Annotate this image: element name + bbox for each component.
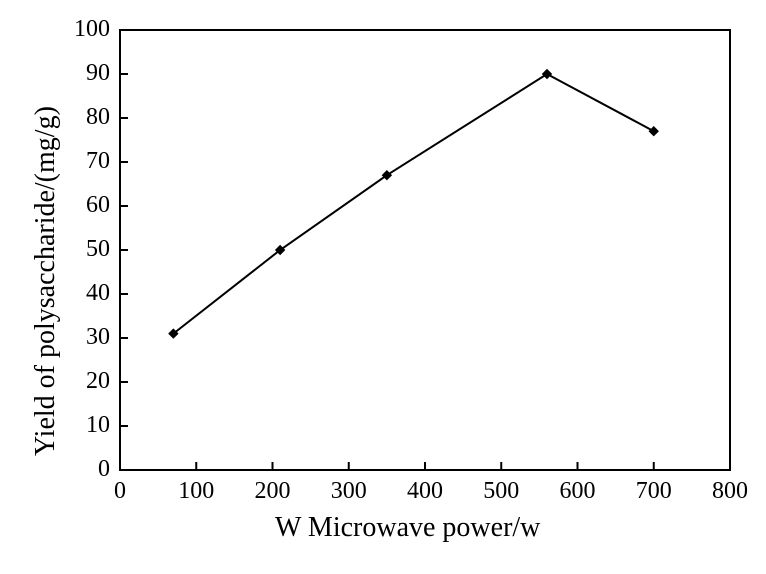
y-tick-label: 10 (86, 412, 110, 439)
x-tick-label: 700 (634, 478, 674, 505)
x-tick-label: 500 (481, 478, 521, 505)
y-tick-label: 60 (86, 192, 110, 219)
y-tick-label: 90 (86, 60, 110, 87)
x-tick-label: 200 (253, 478, 293, 505)
chart-container: Yield of polysaccharide/(mg/g) W Microwa… (0, 0, 766, 574)
y-axis-label: Yield of polysaccharide/(mg/g) (30, 106, 62, 456)
x-tick-label: 300 (329, 478, 369, 505)
y-tick-label: 20 (86, 368, 110, 395)
y-tick-label: 70 (86, 148, 110, 175)
x-tick-label: 600 (558, 478, 598, 505)
y-tick-label: 100 (74, 16, 110, 43)
y-tick-label: 40 (86, 280, 110, 307)
y-tick-label: 30 (86, 324, 110, 351)
x-tick-label: 800 (710, 478, 750, 505)
x-tick-label: 400 (405, 478, 445, 505)
y-tick-label: 80 (86, 104, 110, 131)
x-tick-label: 100 (176, 478, 216, 505)
x-axis-label: W Microwave power/w (275, 512, 540, 544)
y-tick-label: 50 (86, 236, 110, 263)
y-tick-label: 0 (98, 456, 110, 483)
